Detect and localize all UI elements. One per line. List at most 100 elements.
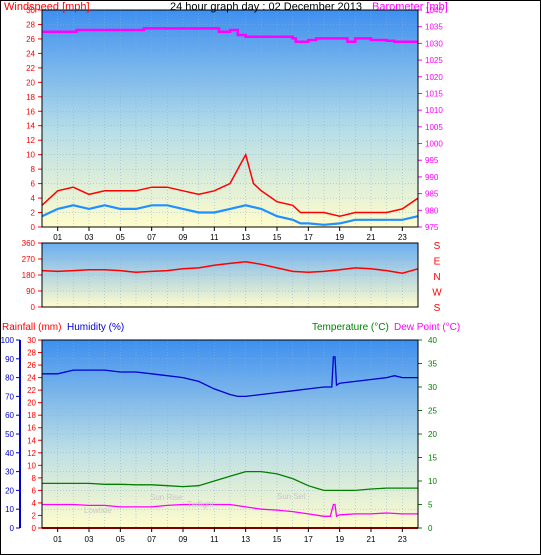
- windspeed-tick-label: 26: [26, 35, 35, 44]
- barometer-tick-label: 1000: [425, 140, 443, 149]
- temperature-tick-label: 30: [428, 383, 437, 392]
- wind-average-line: [41, 204, 419, 226]
- x-tick-label: 09: [179, 535, 188, 544]
- humidity-tick-label: 60: [5, 411, 14, 420]
- windspeed-tick-label: 12: [26, 136, 35, 145]
- windspeed-tick-label: 6: [31, 180, 36, 189]
- wind-gust-line: [41, 152, 419, 217]
- wind-direction-border: [41, 242, 419, 308]
- temperature-tick-label: 35: [428, 360, 437, 369]
- rainfall-tick-label: 16: [27, 424, 36, 433]
- windspeed-tick-label: 20: [26, 78, 35, 87]
- temperature-line: [42, 470, 418, 492]
- rainfall-tick-label: 24: [27, 374, 36, 383]
- x-tick-label: 13: [241, 535, 250, 544]
- direction-tick-label: 0: [31, 303, 36, 312]
- temperature-tick-label: 25: [428, 407, 437, 416]
- windspeed-tick-label: 24: [26, 49, 35, 58]
- wind-direction-series: [41, 260, 419, 274]
- sunset-annotation: Sun Set: [277, 492, 306, 501]
- barometer-tick-label: 1015: [425, 89, 443, 98]
- barometer-tick-label: 975: [425, 223, 439, 232]
- x-tick-label: 15: [273, 233, 282, 242]
- barometer-tick-label: 1020: [425, 73, 443, 82]
- x-tick-label: 15: [273, 535, 282, 544]
- x-tick-label: 03: [85, 233, 94, 242]
- humidity-tick-label: 30: [5, 468, 14, 477]
- barometer-axis-label: Barometer [mb]: [372, 1, 448, 13]
- barometer-line: [42, 27, 418, 43]
- rainfall-tick-label: 26: [27, 361, 36, 370]
- temperature-tick-label: 0: [428, 524, 433, 533]
- barometer-tick-label: 990: [425, 173, 439, 182]
- barometer-tick-label: 980: [425, 206, 439, 215]
- x-tick-label: 17: [304, 535, 313, 544]
- x-tick-label: 23: [398, 233, 407, 242]
- rainfall-tick-label: 20: [27, 399, 36, 408]
- x-tick-label: 13: [241, 233, 250, 242]
- lowtide-annotation: Lowtide: [84, 506, 112, 515]
- barometer-tick-label: 1010: [425, 106, 443, 115]
- twilight-annotation: Twilight: [187, 500, 214, 509]
- temp-humidity-border: [41, 339, 419, 529]
- wind-barometer-series: [41, 27, 419, 226]
- temperature-tick-label: 5: [428, 501, 433, 510]
- temp-humidity-grid: [42, 340, 418, 528]
- compass-label: S: [434, 303, 441, 314]
- humidity-tick-label: 70: [5, 392, 14, 401]
- rainfall-tick-label: 8: [32, 474, 37, 483]
- windspeed-tick-label: 14: [26, 122, 35, 131]
- rainfall-tick-label: 12: [27, 449, 36, 458]
- rainfall-tick-label: 18: [27, 411, 36, 420]
- x-tick-label: 17: [304, 233, 313, 242]
- humidity-tick-label: 20: [5, 486, 14, 495]
- sunrise-annotation: Sun Rise: [150, 493, 183, 502]
- x-tick-label: 01: [53, 233, 62, 242]
- x-tick-label: 19: [335, 233, 344, 242]
- windspeed-tick-label: 2: [31, 209, 36, 218]
- x-tick-label: 19: [335, 535, 344, 544]
- x-tick-label: 23: [398, 535, 407, 544]
- temperature-axis-label: Temperature (°C): [312, 322, 389, 333]
- dewpoint-axis-label: Dew Point (°C): [394, 322, 460, 333]
- wind-barometer-axes: 0246810121416182022242628309759809859909…: [26, 6, 443, 242]
- temp-humidity-axes: 0102030405060708090100024681012141618202…: [1, 336, 438, 544]
- dewpoint-line: [42, 503, 418, 518]
- windspeed-tick-label: 8: [31, 165, 36, 174]
- windspeed-tick-label: 4: [31, 194, 36, 203]
- windspeed-tick-label: 28: [26, 20, 35, 29]
- x-tick-label: 07: [147, 535, 156, 544]
- windspeed-tick-label: 18: [26, 93, 35, 102]
- humidity-line: [42, 356, 418, 398]
- rainfall-tick-label: 0: [32, 524, 37, 533]
- rainfall-tick-label: 14: [27, 436, 36, 445]
- humidity-tick-label: 50: [5, 430, 14, 439]
- humidity-tick-label: 0: [10, 524, 15, 533]
- direction-tick-label: 180: [22, 271, 36, 280]
- x-tick-label: 09: [179, 233, 188, 242]
- humidity-tick-label: 90: [5, 355, 14, 364]
- rainfall-tick-label: 4: [32, 499, 37, 508]
- compass-label: E: [434, 257, 441, 268]
- x-tick-label: 11: [210, 233, 219, 242]
- x-tick-label: 07: [147, 233, 156, 242]
- temperature-tick-label: 20: [428, 430, 437, 439]
- windspeed-tick-label: 10: [26, 151, 35, 160]
- barometer-tick-label: 1030: [425, 39, 443, 48]
- wind-direction-line: [41, 260, 419, 274]
- x-tick-label: 21: [367, 535, 376, 544]
- direction-tick-label: 270: [22, 255, 36, 264]
- temperature-tick-label: 10: [428, 477, 437, 486]
- x-tick-label: 01: [53, 535, 62, 544]
- compass-label: N: [433, 272, 440, 283]
- barometer-tick-label: 985: [425, 190, 439, 199]
- windspeed-tick-label: 30: [26, 6, 35, 15]
- barometer-tick-label: 1035: [425, 23, 443, 32]
- rainfall-tick-label: 6: [32, 486, 37, 495]
- rainfall-tick-label: 28: [27, 349, 36, 358]
- x-tick-label: 05: [116, 535, 125, 544]
- x-tick-label: 03: [85, 535, 94, 544]
- humidity-tick-label: 80: [5, 374, 14, 383]
- barometer-tick-label: 995: [425, 156, 439, 165]
